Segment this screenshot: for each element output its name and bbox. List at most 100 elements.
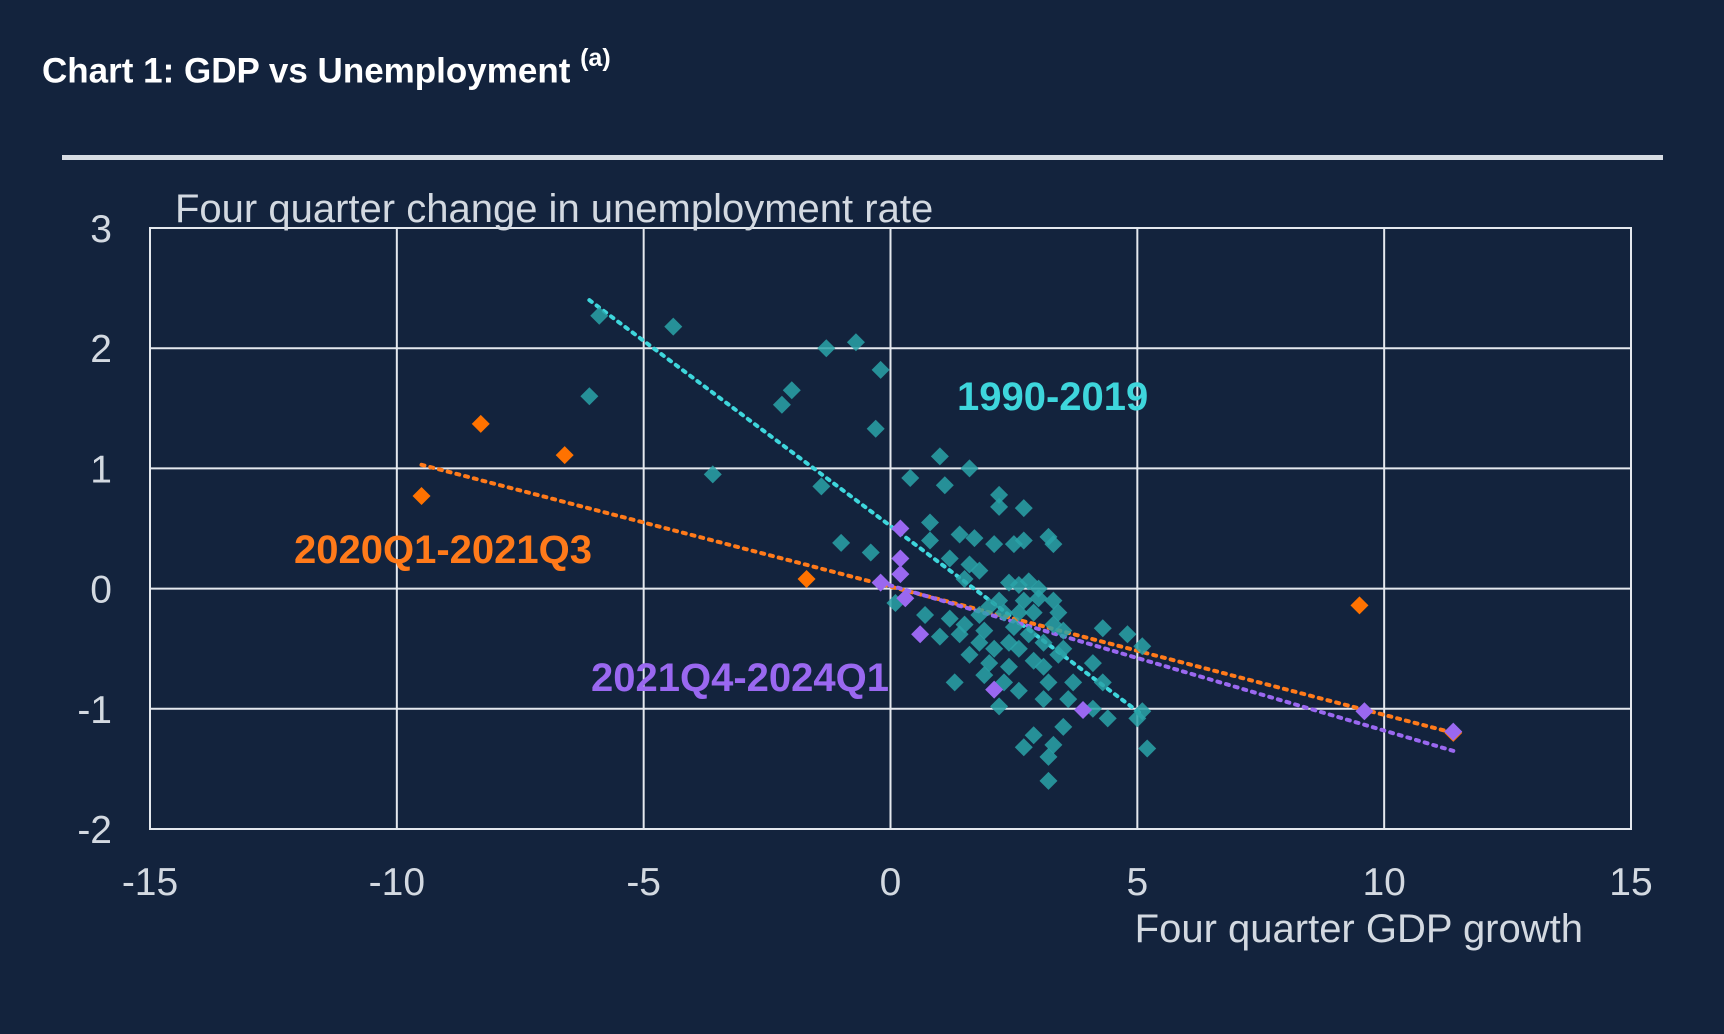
x-axis-label: Four quarter GDP growth (1135, 907, 1583, 951)
data-point-series-0 (940, 609, 959, 628)
data-point-series-0 (999, 657, 1018, 676)
data-point-series-0 (935, 476, 954, 495)
data-point-series-0 (1049, 645, 1068, 664)
data-point-series-0 (990, 591, 1009, 610)
data-point-series-0 (1014, 738, 1033, 757)
data-point-series-0 (580, 387, 599, 406)
data-point-series-2 (1074, 701, 1093, 720)
x-tick-label: 15 (1609, 861, 1652, 904)
data-point-series-0 (1009, 639, 1028, 658)
data-point-series-1 (555, 446, 574, 465)
data-point-series-0 (812, 477, 831, 496)
data-point-series-0 (1004, 618, 1023, 637)
data-point-series-0 (916, 606, 935, 625)
data-point-series-0 (960, 645, 979, 664)
y-tick-label: -2 (77, 809, 112, 852)
data-point-series-0 (1029, 579, 1048, 598)
data-point-series-2 (891, 549, 910, 568)
data-point-series-0 (920, 513, 939, 532)
y-axis-label: Four quarter change in unemployment rate (175, 187, 933, 231)
data-point-series-0 (1054, 621, 1073, 640)
data-point-series-0 (970, 561, 989, 580)
data-point-series-0 (832, 533, 851, 552)
data-point-series-0 (950, 625, 969, 644)
data-point-series-0 (901, 469, 920, 488)
series-label-2020q1-2021q3: 2020Q1-2021Q3 (294, 528, 592, 572)
y-tick-label: 3 (90, 208, 112, 251)
data-point-series-0 (950, 525, 969, 544)
data-point-series-0 (1039, 673, 1058, 692)
trend-line-1 (419, 462, 1456, 735)
data-point-series-0 (990, 497, 1009, 516)
data-point-series-0 (990, 697, 1009, 716)
data-point-series-2 (985, 680, 1004, 699)
data-point-series-0 (1054, 717, 1073, 736)
data-point-series-0 (1034, 633, 1053, 652)
data-point-series-2 (891, 565, 910, 584)
data-point-series-0 (590, 306, 609, 325)
data-point-series-0 (703, 465, 722, 484)
data-point-series-0 (664, 317, 683, 336)
x-tick-label: -5 (626, 861, 661, 904)
data-point-series-2 (1355, 702, 1374, 721)
data-point-series-2 (871, 573, 890, 592)
data-point-series-0 (866, 419, 885, 438)
chart-title-footnote: (a) (580, 44, 611, 72)
data-point-series-0 (920, 531, 939, 550)
data-points (412, 306, 1463, 790)
y-tick-label: 0 (90, 569, 112, 612)
data-point-series-0 (846, 333, 865, 352)
data-point-series-0 (1138, 739, 1157, 758)
data-point-series-0 (1064, 673, 1083, 692)
data-point-series-0 (965, 529, 984, 548)
data-point-series-0 (1118, 625, 1137, 644)
data-point-series-0 (817, 339, 836, 358)
data-point-series-1 (471, 414, 490, 433)
data-point-series-1 (1350, 596, 1369, 615)
data-point-series-2 (911, 625, 930, 644)
trend-lines (419, 298, 1456, 753)
series-label-2021q4-2024q1: 2021Q4-2024Q1 (591, 656, 889, 700)
chart-title: Chart 1: GDP vs Unemployment (a) (42, 44, 611, 92)
data-point-series-0 (930, 447, 949, 466)
data-point-series-0 (1133, 637, 1152, 656)
data-point-series-0 (1039, 771, 1058, 790)
data-point-series-2 (1444, 722, 1463, 741)
series-label-1990-2019: 1990-2019 (957, 375, 1148, 419)
y-tick-label: 1 (90, 448, 112, 491)
data-point-series-0 (990, 485, 1009, 504)
data-point-series-0 (1029, 589, 1048, 608)
data-point-series-0 (1024, 726, 1043, 745)
data-point-series-0 (940, 549, 959, 568)
data-point-series-0 (975, 666, 994, 685)
data-point-series-0 (1059, 690, 1078, 709)
data-point-series-0 (1014, 499, 1033, 518)
data-point-series-0 (871, 360, 890, 379)
x-tick-label: 10 (1362, 861, 1405, 904)
data-point-series-0 (1093, 673, 1112, 692)
y-tick-label: -1 (77, 689, 112, 732)
data-point-series-0 (1014, 531, 1033, 550)
data-point-series-0 (1034, 657, 1053, 676)
data-point-series-0 (970, 606, 989, 625)
trend-line-0 (587, 298, 1145, 717)
data-point-series-0 (1009, 575, 1028, 594)
data-point-series-0 (985, 535, 1004, 554)
data-point-series-0 (1009, 681, 1028, 700)
data-point-series-1 (412, 487, 431, 506)
trend-line-2 (878, 580, 1456, 753)
data-point-series-0 (1014, 591, 1033, 610)
data-point-series-2 (891, 519, 910, 538)
data-point-series-0 (1024, 603, 1043, 622)
data-point-series-0 (861, 543, 880, 562)
data-point-series-0 (1034, 690, 1053, 709)
x-tick-label: -15 (122, 861, 178, 904)
title-divider (62, 155, 1663, 160)
y-tick-label: 2 (90, 328, 112, 371)
data-point-series-0 (772, 395, 791, 414)
data-point-series-0 (955, 569, 974, 588)
x-tick-label: 5 (1126, 861, 1148, 904)
data-point-series-1 (797, 569, 816, 588)
data-point-series-0 (975, 621, 994, 640)
